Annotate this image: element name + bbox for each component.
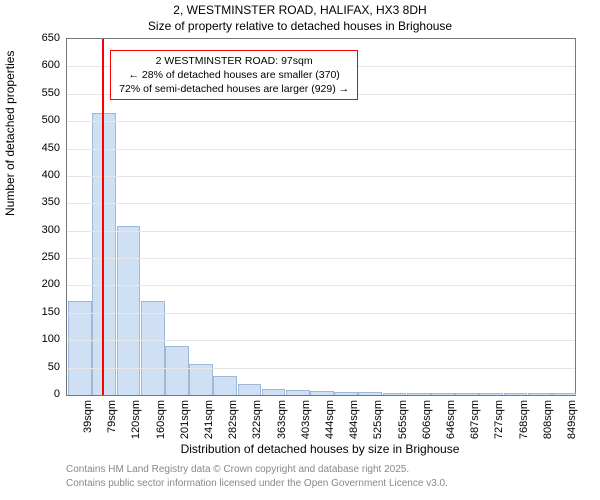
x-tick-label: 808sqm	[542, 400, 554, 439]
x-tick-label: 79sqm	[106, 400, 118, 433]
histogram-bar	[334, 392, 358, 395]
histogram-bar	[213, 376, 237, 395]
subject-property-marker	[102, 39, 104, 395]
x-tick-label: 849sqm	[566, 400, 578, 439]
histogram-bar	[141, 301, 165, 395]
x-tick-label: 565sqm	[397, 400, 409, 439]
y-tick-label: 200	[28, 278, 60, 290]
y-tick-label: 550	[28, 87, 60, 99]
y-tick-label: 300	[28, 224, 60, 236]
y-tick-label: 400	[28, 169, 60, 181]
y-tick-label: 150	[28, 306, 60, 318]
property-size-chart: 2, WESTMINSTER ROAD, HALIFAX, HX3 8DH Si…	[0, 0, 600, 500]
x-tick-label: 687sqm	[469, 400, 481, 439]
attribution-line1: Contains HM Land Registry data © Crown c…	[66, 464, 409, 475]
histogram-bar	[310, 391, 334, 395]
y-tick-label: 650	[28, 32, 60, 44]
histogram-bar	[455, 393, 479, 395]
y-axis-label: Number of detached properties	[3, 51, 17, 216]
histogram-bar	[286, 390, 310, 395]
histogram-bar	[552, 393, 576, 395]
x-tick-label: 282sqm	[227, 400, 239, 439]
gridline	[67, 203, 575, 204]
attribution-line2: Contains public sector information licen…	[66, 478, 448, 489]
gridline	[67, 176, 575, 177]
annotation-line: 72% of semi-detached houses are larger (…	[119, 82, 349, 96]
annotation-line: 2 WESTMINSTER ROAD: 97sqm	[119, 54, 349, 68]
histogram-bar	[68, 301, 92, 395]
gridline	[67, 285, 575, 286]
gridline	[67, 368, 575, 369]
y-tick-label: 0	[28, 388, 60, 400]
histogram-bar	[504, 393, 528, 395]
x-tick-label: 606sqm	[421, 400, 433, 439]
x-tick-label: 727sqm	[493, 400, 505, 439]
gridline	[67, 340, 575, 341]
x-tick-label: 484sqm	[348, 400, 360, 439]
x-tick-label: 120sqm	[130, 400, 142, 439]
histogram-bar	[117, 226, 141, 395]
plot-area: 2 WESTMINSTER ROAD: 97sqm← 28% of detach…	[66, 38, 576, 396]
gridline	[67, 149, 575, 150]
x-tick-label: 363sqm	[276, 400, 288, 439]
histogram-bar	[528, 393, 552, 395]
gridline	[67, 121, 575, 122]
y-tick-label: 450	[28, 142, 60, 154]
histogram-bar	[238, 384, 262, 395]
x-tick-label: 39sqm	[82, 400, 94, 433]
chart-title-line1: 2, WESTMINSTER ROAD, HALIFAX, HX3 8DH	[0, 3, 600, 17]
x-tick-label: 525sqm	[372, 400, 384, 439]
histogram-bar	[92, 113, 116, 395]
x-tick-label: 646sqm	[445, 400, 457, 439]
x-tick-label: 322sqm	[251, 400, 263, 439]
x-tick-label: 768sqm	[518, 400, 530, 439]
histogram-bar	[431, 393, 455, 395]
y-tick-label: 100	[28, 333, 60, 345]
x-tick-label: 201sqm	[179, 400, 191, 439]
x-tick-label: 241sqm	[203, 400, 215, 439]
annotation-box: 2 WESTMINSTER ROAD: 97sqm← 28% of detach…	[110, 50, 358, 101]
chart-title-line2: Size of property relative to detached ho…	[0, 19, 600, 33]
histogram-bar	[383, 393, 407, 395]
histogram-bar	[479, 393, 503, 395]
y-tick-label: 50	[28, 361, 60, 373]
gridline	[67, 231, 575, 232]
y-tick-label: 600	[28, 59, 60, 71]
gridline	[67, 313, 575, 314]
histogram-bar	[407, 393, 431, 395]
histogram-bar	[358, 392, 382, 395]
x-axis-label: Distribution of detached houses by size …	[66, 442, 574, 456]
histogram-bar	[262, 389, 286, 395]
y-tick-label: 250	[28, 251, 60, 263]
x-tick-label: 403sqm	[300, 400, 312, 439]
x-tick-label: 444sqm	[324, 400, 336, 439]
y-tick-label: 500	[28, 114, 60, 126]
x-tick-label: 160sqm	[155, 400, 167, 439]
y-tick-label: 350	[28, 196, 60, 208]
annotation-line: ← 28% of detached houses are smaller (37…	[119, 68, 349, 82]
gridline	[67, 258, 575, 259]
histogram-bar	[165, 346, 189, 395]
